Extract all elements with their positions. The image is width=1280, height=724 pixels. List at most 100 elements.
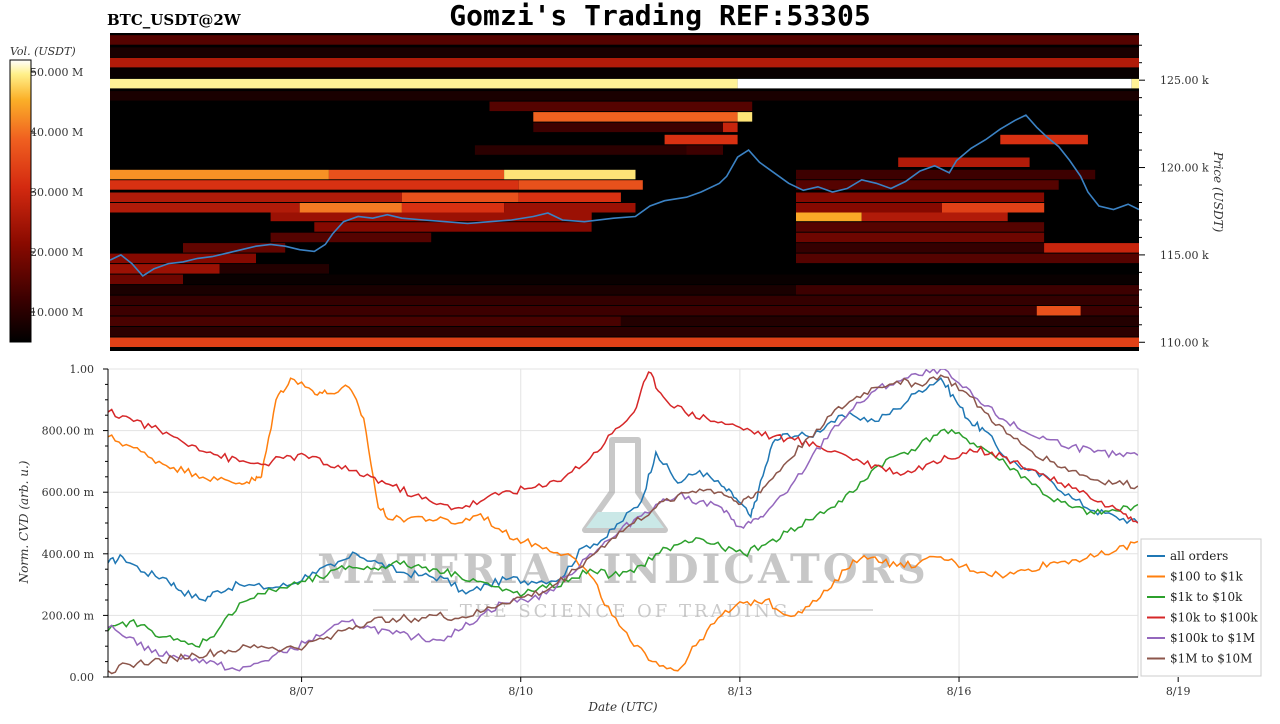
heatmap-cell [110, 295, 1139, 306]
cvd-x-ticks: 8/07 8/10 8/13 8/16 8/19 [289, 677, 1191, 698]
heatmap-cell [474, 145, 687, 155]
series-line [108, 371, 1138, 524]
cvd-x-axis-label: Date (UTC) [587, 700, 657, 714]
heatmap-cell [1044, 243, 1139, 253]
heatmap-cell [737, 112, 753, 122]
heatmap-cell [110, 180, 519, 190]
heatmap-cell [518, 192, 621, 202]
heatmap-cell [1131, 78, 1139, 89]
heatmap-cell [796, 203, 942, 213]
heatmap-cell [796, 169, 1096, 180]
heatmap-cell [1036, 306, 1081, 316]
heatmap-cell [504, 203, 636, 213]
cvd-y-tick-label: 400.00 m [42, 548, 95, 561]
legend-label: $100k to $1M [1170, 631, 1255, 645]
colorbar-ticks: 10.000 M 20.000 M 30.000 M 40.000 M 50.000 M [30, 66, 83, 319]
cvd-x-tick-label: 8/16 [947, 685, 972, 698]
heatmap-cell [796, 285, 1139, 295]
heatmap-cell [401, 192, 519, 202]
heatmap-cell [723, 122, 738, 133]
heatmap-cell [796, 192, 1045, 202]
series-line [108, 374, 1138, 675]
legend-items: all orders $100 to $1k $1k to $10k $10k to … [1147, 549, 1258, 666]
cvd-panel: MATERIAL INDICATORS THE SCIENCE OF TRADI… [17, 363, 1262, 714]
heatmap-cell [110, 68, 1139, 78]
cvd-y-tick-label: 1.00 [70, 363, 95, 376]
heatmap-cell [110, 78, 738, 89]
heatmap-cell [796, 243, 1045, 253]
price-tick-label: 115.00 k [1160, 249, 1209, 262]
heatmap-cell [110, 35, 1139, 45]
price-tick-label: 110.00 k [1160, 336, 1209, 349]
heatmap-cell [664, 134, 738, 145]
heatmap-cell [737, 78, 1132, 89]
series-line [108, 377, 1138, 672]
cvd-y-tick-label: 800.00 m [42, 425, 95, 438]
watermark-tagline: THE SCIENCE OF TRADING [460, 601, 791, 622]
legend-label: $1k to $10k [1170, 590, 1243, 604]
heatmap-cell [518, 180, 643, 190]
heatmap-cell [270, 232, 432, 243]
heatmap-cell [110, 285, 796, 295]
flask-icon [582, 437, 668, 533]
price-axis-label: Price (USDT) [1211, 151, 1225, 233]
heatmap-cell [489, 101, 753, 112]
heatmap-cell [1000, 134, 1088, 145]
heatmap-cell [796, 253, 1139, 264]
cvd-x-tick-label: 8/13 [728, 685, 753, 698]
colorbar-gradient [9, 59, 32, 343]
heatmap-cell [401, 203, 505, 213]
watermark-name: MATERIAL INDICATORS [317, 546, 929, 593]
series-line [108, 369, 1138, 672]
heatmap-cell [110, 316, 621, 326]
cvd-x-tick-label: 8/07 [289, 685, 314, 698]
heatmap-cell [110, 192, 402, 202]
colorbar-tick-label: 10.000 M [30, 306, 83, 319]
heatmap-cell [796, 222, 1045, 232]
heatmap-cell [110, 91, 1139, 101]
heatmap-cell [110, 203, 300, 213]
heatmap-cells [110, 35, 1139, 347]
colorbar-label: Vol. (USDT) [10, 45, 76, 58]
series-line [108, 377, 1138, 602]
heatmap-cell [796, 232, 1045, 243]
cvd-x-tick-label: 8/10 [508, 685, 533, 698]
cvd-x-tick-label: 8/19 [1166, 685, 1191, 698]
price-tick-label: 125.00 k [1160, 74, 1209, 87]
heatmap-cell [314, 222, 592, 232]
heatmap-cell [796, 211, 862, 222]
heatmap-panel: 110.00 k 115.00 k 120.00 k 125.00 k Price (… [110, 33, 1225, 351]
heatmap-cell [110, 306, 1139, 316]
heatmap-cell [299, 203, 402, 213]
legend-label: $10k to $100k [1170, 611, 1258, 625]
heatmap-cell [270, 211, 592, 222]
heatmap-cell [110, 264, 220, 274]
legend: all orders $100 to $1k $1k to $10k $10k to … [1140, 538, 1262, 677]
cvd-y-tick-label: 0.00 [70, 671, 95, 684]
heatmap-cell [328, 169, 504, 180]
legend-label: all orders [1170, 549, 1228, 563]
cvd-y-tick-label: 600.00 m [42, 486, 95, 499]
heatmap-cell [110, 327, 1139, 337]
page-title: Gomzi's Trading REF:53305 [449, 0, 870, 32]
cvd-y-axis-label: Norm. CVD (arb. u.) [17, 460, 31, 584]
heatmap-cell [796, 180, 1059, 190]
heatmap-cell [110, 337, 1139, 347]
colorbar-tick-label: 40.000 M [30, 126, 83, 139]
legend-box [1140, 538, 1262, 677]
cvd-y-tick-label: 200.00 m [42, 609, 95, 622]
price-line [110, 114, 1139, 277]
heatmap-cell [533, 122, 723, 133]
colorbar: Vol. (USDT) 10.000 M 20.000 M 30.000 M 40.0… [9, 45, 83, 343]
heatmap-cell [183, 243, 286, 253]
heatmap-cell [686, 145, 723, 155]
colorbar-tick-label: 20.000 M [30, 246, 83, 259]
heatmap-cell [942, 203, 1045, 213]
heatmap-cell [620, 316, 1139, 326]
colorbar-tick-label: 50.000 M [30, 66, 83, 79]
symbol-label: BTC_USDT@2W [107, 11, 242, 29]
watermark: MATERIAL INDICATORS THE SCIENCE OF TRADI… [317, 437, 929, 622]
legend-label: $1M to $10M [1170, 652, 1252, 666]
